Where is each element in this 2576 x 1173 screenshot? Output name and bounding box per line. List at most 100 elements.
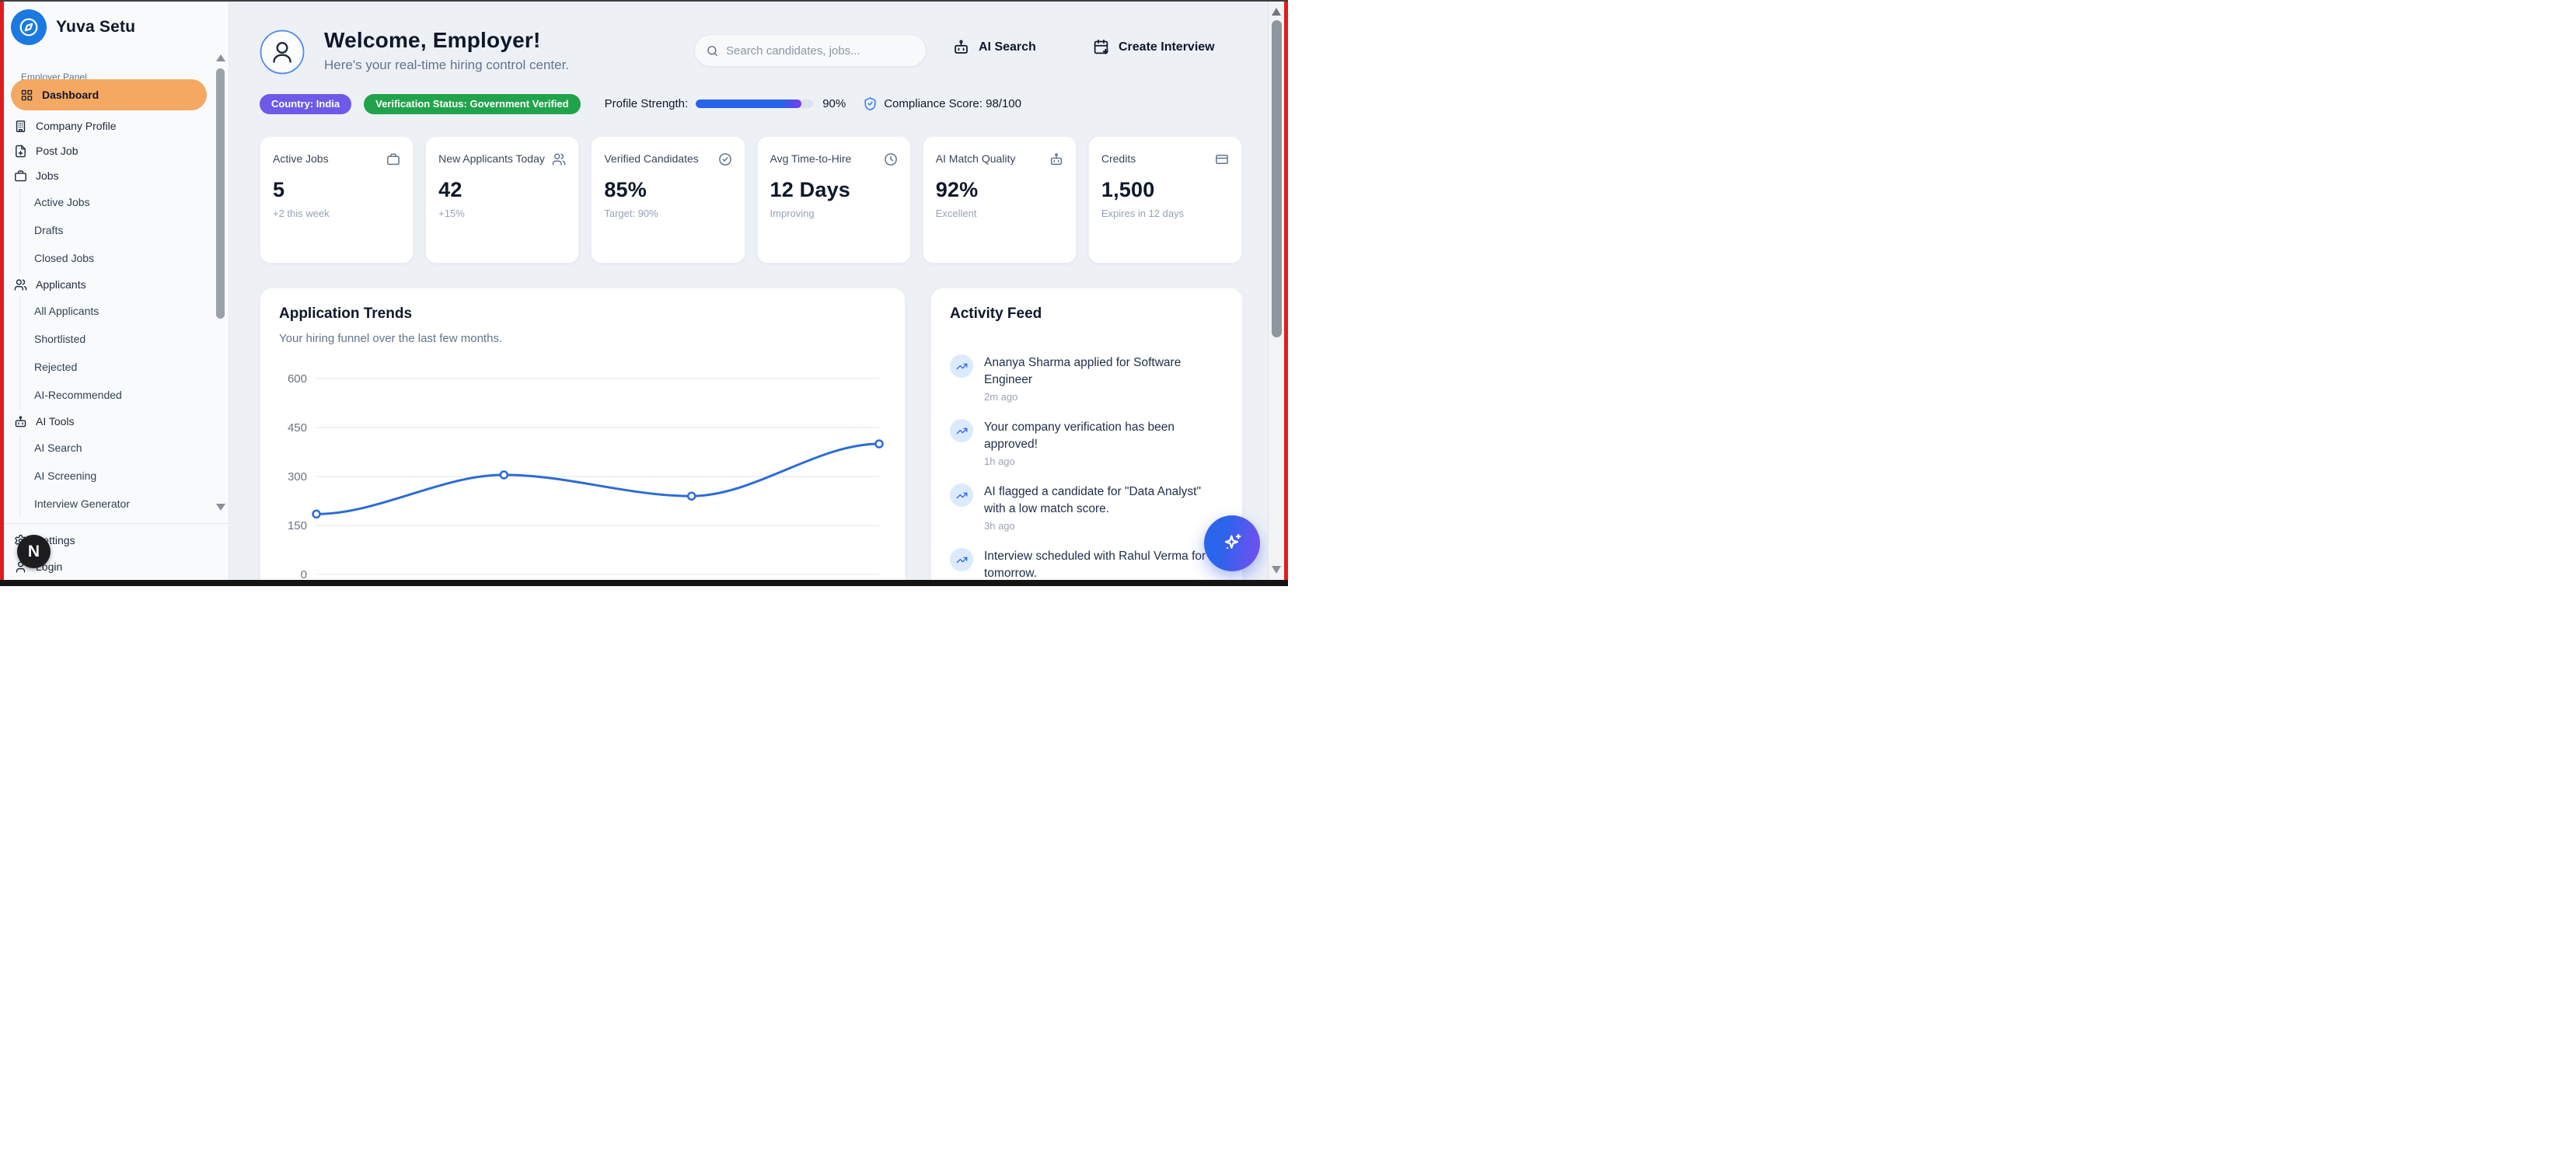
sidebar-item-label: All Applicants [34,305,99,317]
activity-timestamp: 1h ago [984,456,1015,467]
activity-item: Interview scheduled with Rahul Verma for… [950,548,1228,582]
svg-text:600: 600 [288,372,307,386]
trending-up-icon [950,419,973,442]
page-scrollbar-thumb[interactable] [1271,20,1282,337]
stat-card-avg-time-to-hire: Avg Time-to-Hire 12 Days Improving [756,136,911,264]
check-circle-icon [718,152,732,166]
stat-caption: +2 this week [273,208,330,219]
ai-assistant-fab[interactable] [1204,515,1260,571]
brand-name: Yuva Setu [56,18,136,36]
stat-label: New Applicants Today [438,152,545,165]
sidebar-item-label: Interview Generator [34,497,130,510]
compass-icon [11,9,47,45]
ai-search-label: AI Search [979,40,1036,54]
activity-timestamp: 2m ago [984,391,1018,403]
sidebar-item-rejected[interactable]: Rejected [20,353,218,381]
page-scroll-up-arrow-icon[interactable] [1272,8,1281,16]
stat-value: 12 Days [770,178,850,201]
status-badge-row: Country: India Verification Status: Gove… [260,93,1021,114]
chart-subtitle: Your hiring funnel over the last few mon… [279,332,503,345]
sidebar-scrollbar-thumb[interactable] [216,68,225,319]
bot-icon [14,415,27,428]
sidebar-item-ai-tools[interactable]: AI Tools [0,409,218,434]
compliance-score-label: Compliance Score: 98/100 [884,97,1021,110]
window-border-bottom [0,580,1288,586]
stat-card-ai-match-quality: AI Match Quality 92% Excellent [922,136,1077,264]
stat-card-active-jobs: Active Jobs 5 +2 this week [260,136,414,264]
sidebar-item-label: AI-Recommended [34,389,122,401]
stat-card-new-applicants-today: New Applicants Today 42 +15% [425,136,580,264]
window-border-top [0,0,1288,2]
sidebar-item-label: Rejected [34,361,78,373]
avatar [260,30,305,75]
activity-timestamp: 3h ago [984,520,1015,532]
page-title: Welcome, Employer! [324,28,541,52]
sidebar-item-label: Shortlisted [34,333,86,345]
activity-item: Your company verification has been appro… [950,419,1228,467]
sidebar-subgroup-ai-tools: AI Search AI Screening Interview Generator [19,434,218,518]
stat-label: Verified Candidates [604,152,699,165]
stat-label: Credits [1101,152,1136,165]
sidebar: Yuva Setu Employer Panel Dashboard Compan… [0,0,229,586]
country-badge: Country: India [260,93,352,114]
sidebar-nav: Dashboard Company Profile Post Job Jobs Acti… [0,78,218,522]
sidebar-item-label: Applicants [36,278,86,291]
sidebar-item-applicants[interactable]: Applicants [0,272,218,297]
dashboard-icon [20,89,33,102]
file-plus-icon [14,145,27,158]
sidebar-item-active-jobs[interactable]: Active Jobs [20,188,218,216]
application-trends-chart: 600 450 300 150 0 [288,372,884,581]
page-scrollbar[interactable] [1268,2,1284,580]
activity-text: Interview scheduled with Rahul Verma for… [984,550,1206,580]
svg-text:0: 0 [301,568,307,581]
n-dev-badge[interactable]: N [17,535,51,568]
window-border-left [0,0,4,586]
sidebar-item-label: AI Search [34,442,82,454]
stat-caption: Excellent [935,208,977,219]
credit-card-icon [1215,152,1229,166]
sidebar-item-all-applicants[interactable]: All Applicants [20,297,218,325]
activity-feed-title: Activity Feed [950,305,1042,322]
global-search[interactable] [694,34,927,67]
trending-up-icon [950,354,973,378]
sidebar-item-shortlisted[interactable]: Shortlisted [20,325,218,353]
shield-check-icon [864,97,876,111]
users-icon [552,152,566,166]
stat-caption: Improving [770,208,815,219]
activity-text: Ananya Sharma applied for Software Engin… [984,356,1182,386]
sidebar-item-interview-generator[interactable]: Interview Generator [20,490,218,518]
sidebar-scrollbar[interactable] [215,0,225,586]
activity-list: Ananya Sharma applied for Software Engin… [950,354,1228,586]
brand: Yuva Setu [0,0,229,45]
scroll-down-arrow-icon[interactable] [216,504,225,511]
scroll-up-arrow-icon[interactable] [216,54,225,61]
calendar-plus-icon [1094,39,1108,54]
search-input[interactable] [726,44,915,58]
sidebar-item-ai-screening[interactable]: AI Screening [20,462,218,490]
sidebar-item-ai-search[interactable]: AI Search [20,434,218,462]
page-scroll-down-arrow-icon[interactable] [1272,566,1281,574]
sidebar-item-jobs[interactable]: Jobs [0,163,218,188]
sparkles-icon [1224,533,1241,550]
sidebar-item-post-job[interactable]: Post Job [0,138,218,163]
create-interview-button[interactable]: Create Interview [1093,39,1215,55]
sidebar-item-ai-recommended[interactable]: AI-Recommended [20,381,218,409]
stat-value: 85% [604,178,647,201]
sidebar-item-company-profile[interactable]: Company Profile [0,113,218,138]
sidebar-item-label: Jobs [36,169,59,182]
ai-search-button[interactable]: AI Search [953,39,1036,55]
application-trends-card: Application Trends Your hiring funnel ov… [260,288,906,586]
sidebar-item-label: AI Screening [34,470,97,482]
activity-item: Ananya Sharma applied for Software Engin… [950,354,1228,403]
trending-up-icon [950,548,973,571]
stat-value: 1,500 [1101,178,1155,201]
profile-strength-bar [696,99,814,108]
sidebar-item-drafts[interactable]: Drafts [20,216,218,244]
app-screen: Yuva Setu Employer Panel Dashboard Compan… [0,0,1288,586]
sidebar-item-dashboard[interactable]: Dashboard [11,79,207,110]
page-subtitle: Here's your real-time hiring control cen… [324,58,570,72]
sidebar-item-label: Active Jobs [34,196,90,208]
chart-title: Application Trends [279,305,413,322]
search-icon [707,45,717,56]
sidebar-item-closed-jobs[interactable]: Closed Jobs [20,244,218,272]
